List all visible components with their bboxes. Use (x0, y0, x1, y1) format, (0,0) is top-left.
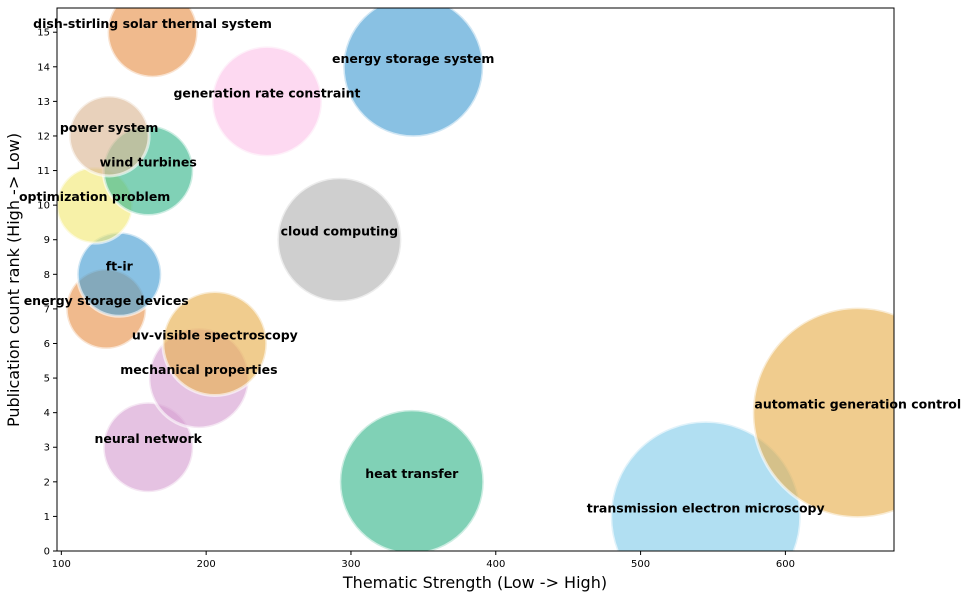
bubble-label-heat-transfer: heat transfer (365, 466, 459, 481)
bubble-label-neural-network: neural network (94, 431, 202, 446)
y-tick-label: 2 (44, 477, 50, 488)
bubble-label-automatic-generation-control: automatic generation control (754, 397, 961, 412)
bubble-label-optimization-problem: optimization problem (19, 189, 170, 204)
bubble-cloud-computing (275, 176, 403, 304)
y-tick-label: 4 (44, 408, 50, 419)
y-tick-label: 0 (44, 547, 50, 558)
y-tick-label: 11 (37, 166, 50, 177)
bubble-energy-storage-system (341, 8, 485, 139)
plot-frame (56, 7, 895, 552)
bubble-heat-transfer (338, 408, 486, 551)
x-axis-title: Thematic Strength (Low -> High) (342, 573, 607, 592)
y-tick-label: 15 (37, 28, 50, 39)
y-tick-label: 3 (44, 443, 50, 454)
bubble-label-wind-turbines: wind turbines (100, 155, 197, 170)
bubble-power-system (67, 94, 151, 178)
bubble-neural-network (101, 400, 195, 494)
y-axis-title: Publication count rank (High -> Low) (4, 133, 23, 427)
y-tick-label: 1 (44, 512, 50, 523)
bubble-label-cloud-computing: cloud computing (281, 224, 398, 239)
y-tick-label: 10 (37, 201, 50, 212)
bubble-label-energy-storage-system: energy storage system (332, 51, 494, 66)
bubble-generation-rate-constraint (210, 44, 324, 158)
bubble-dish-stirling-solar-thermal-system (106, 8, 200, 79)
x-tick-label: 600 (776, 559, 795, 570)
x-tick-label: 200 (197, 559, 216, 570)
y-tick-label: 12 (37, 131, 50, 142)
y-tick-label: 13 (37, 97, 50, 108)
bubble-label-power-system: power system (60, 120, 159, 135)
bubble-layer (57, 8, 894, 551)
x-tick-label: 300 (341, 559, 360, 570)
y-tick-label: 6 (44, 339, 50, 350)
bubble-label-ft-ir: ft-ir (106, 258, 134, 273)
bubble-label-transmission-electron-microscopy: transmission electron microscopy (587, 500, 825, 515)
bubble-label-layer: transmission electron microscopy heat tra… (19, 16, 961, 515)
bubble-label-dish-stirling-solar-thermal-system: dish-stirling solar thermal system (33, 16, 272, 31)
x-axis-ticks: 100 200 300 400 500 600 (52, 551, 795, 570)
y-tick-label: 14 (37, 62, 50, 73)
bubble-automatic-generation-control (751, 306, 894, 520)
x-tick-label: 400 (486, 559, 505, 570)
x-tick-label: 500 (631, 559, 650, 570)
y-tick-label: 5 (44, 374, 50, 385)
y-tick-label: 7 (44, 304, 50, 315)
y-tick-label: 9 (44, 235, 50, 246)
bubble-label-energy-storage-devices: energy storage devices (24, 293, 189, 308)
bubble-label-generation-rate-constraint: generation rate constraint (173, 85, 360, 100)
bubble-uv-visible-spectroscopy (161, 289, 269, 397)
bubble-transmission-electron-microscopy (609, 419, 803, 551)
bubble-label-mechanical-properties: mechanical properties (120, 362, 277, 377)
bubble-label-uv-visible-spectroscopy: uv-visible spectroscopy (132, 327, 298, 342)
y-tick-label: 8 (44, 270, 50, 281)
x-tick-label: 100 (52, 559, 71, 570)
